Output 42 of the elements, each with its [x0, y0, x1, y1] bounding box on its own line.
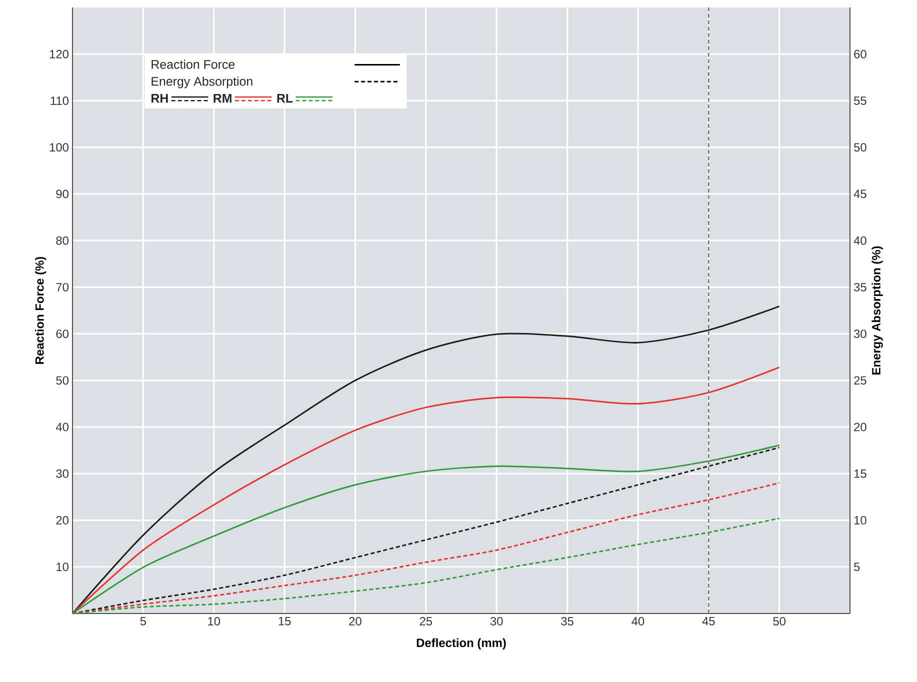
y2-tick-label: 25	[854, 376, 866, 385]
x-tick-label: 30	[490, 617, 503, 626]
y2-tick-label: 15	[854, 469, 866, 478]
x-tick-label: 40	[632, 617, 644, 626]
y-tick-label: 20	[56, 516, 69, 524]
x-tick-label: 10	[208, 617, 220, 626]
y2-tick-label: 40	[854, 236, 866, 245]
y2-tick-label: 55	[854, 96, 866, 105]
x-tick-label: 45	[702, 617, 715, 626]
y2-tick-label: 35	[854, 282, 866, 292]
y2-tick-label: 50	[854, 143, 866, 152]
y-tick-label: 110	[50, 96, 69, 105]
y-tick-label: 40	[56, 422, 69, 432]
legend-label: RL	[277, 94, 293, 103]
y-tick-label: 10	[56, 562, 69, 572]
y-tick-label: 70	[56, 282, 69, 292]
legend-label: RM	[214, 94, 232, 103]
y-tick-label: 80	[56, 236, 69, 245]
x-tick-label: 50	[773, 617, 786, 626]
y2-tick-label: 20	[854, 422, 866, 432]
x-axis-title: Deflection (mm)	[416, 638, 506, 650]
x-tick-label: 35	[561, 617, 574, 626]
y-tick-label: 50	[56, 376, 69, 385]
y2-axis-title: Energy Absorption (%)	[872, 246, 883, 374]
y-axis-title: Reaction Force (%)	[35, 256, 46, 364]
x-tick-label: 20	[349, 617, 362, 626]
y2-tick-label: 5	[854, 562, 860, 572]
annotation: Reaction Force	[152, 60, 235, 69]
y2-tick-label: 45	[854, 190, 866, 198]
y2-tick-label: 60	[854, 50, 866, 58]
y-tick-label: 120	[50, 50, 69, 58]
y2-tick-label: 30	[854, 330, 866, 338]
x-tick-label: 5	[140, 617, 146, 626]
y-tick-label: 60	[56, 330, 69, 338]
y2-tick-label: 10	[854, 516, 866, 524]
annotation: Energy Absorption	[152, 76, 252, 88]
y-tick-label: 100	[50, 143, 69, 152]
y-tick-label: 30	[56, 469, 69, 478]
legend-label: RH	[152, 94, 168, 103]
y-tick-label: 90	[56, 190, 69, 198]
x-tick-label: 15	[278, 617, 291, 626]
x-tick-label: 25	[420, 617, 432, 626]
